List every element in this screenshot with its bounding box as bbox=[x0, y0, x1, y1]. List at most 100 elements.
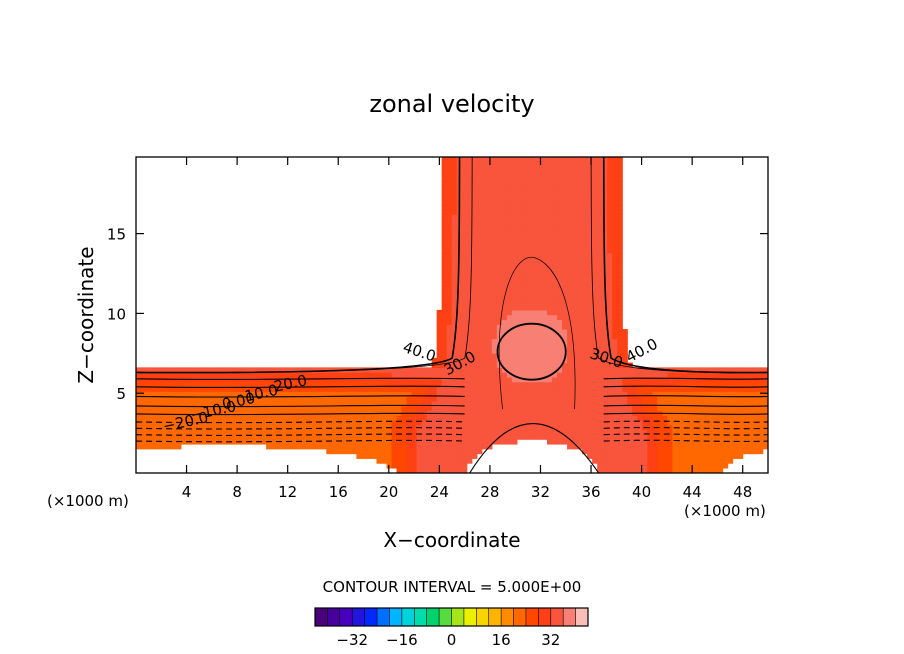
contour-fill-cell bbox=[351, 434, 357, 440]
contour-fill-cell bbox=[582, 362, 588, 368]
contour-fill-cell bbox=[702, 420, 709, 426]
contour-fill-cell bbox=[516, 218, 523, 225]
contour-fill-cell bbox=[411, 434, 418, 440]
contour-fill-cell bbox=[476, 367, 483, 373]
contour-fill-cell bbox=[195, 372, 202, 378]
contour-fill-cell bbox=[326, 424, 332, 431]
contour-fill-cell bbox=[521, 314, 528, 321]
contour-fill-cell bbox=[567, 391, 573, 397]
contour-fill-cell bbox=[170, 415, 177, 421]
contour-fill-cell bbox=[160, 381, 167, 388]
contour-fill-cell bbox=[421, 415, 428, 421]
contour-fill-cell bbox=[501, 338, 508, 345]
contour-fill-cell bbox=[597, 376, 603, 383]
contour-fill-cell bbox=[747, 372, 754, 378]
contour-fill-cell bbox=[276, 367, 282, 373]
contour-fill-cell bbox=[592, 262, 598, 268]
contour-fill-cell bbox=[562, 324, 568, 330]
contour-fill-cell bbox=[617, 453, 623, 459]
contour-fill-cell bbox=[326, 434, 332, 440]
contour-fill-cell bbox=[572, 238, 578, 244]
contour-fill-cell bbox=[301, 386, 307, 392]
contour-fill-cell bbox=[326, 448, 332, 455]
contour-fill-cell bbox=[281, 386, 287, 392]
contour-fill-cell bbox=[481, 429, 488, 435]
contour-fill-cell bbox=[451, 257, 458, 263]
contour-fill-cell bbox=[697, 467, 704, 473]
contour-fill-cell bbox=[577, 233, 583, 239]
contour-fill-cell bbox=[577, 429, 583, 435]
contour-fill-cell bbox=[506, 285, 513, 292]
contour-fill-cell bbox=[516, 348, 523, 354]
contour-fill-cell bbox=[486, 410, 493, 416]
contour-fill-cell bbox=[582, 204, 588, 210]
contour-fill-cell bbox=[446, 305, 453, 311]
contour-fill-cell bbox=[742, 372, 749, 378]
contour-fill-cell bbox=[607, 290, 613, 297]
contour-fill-cell bbox=[441, 223, 448, 230]
contour-fill-cell bbox=[572, 305, 578, 311]
contour-fill-cell bbox=[587, 338, 593, 345]
contour-fill-cell bbox=[526, 233, 533, 239]
contour-fill-cell bbox=[526, 420, 533, 426]
contour-fill-cell bbox=[572, 300, 578, 306]
contour-fill-cell bbox=[471, 271, 478, 277]
contour-fill-cell bbox=[562, 252, 568, 258]
contour-fill-cell bbox=[597, 338, 603, 345]
contour-fill-cell bbox=[386, 381, 393, 388]
contour-fill-cell bbox=[557, 228, 563, 234]
contour-fill-cell bbox=[471, 420, 478, 426]
contour-fill-cell bbox=[210, 424, 217, 431]
contour-fill-cell bbox=[416, 453, 423, 459]
contour-fill-cell bbox=[607, 410, 613, 416]
contour-fill-cell bbox=[371, 424, 378, 431]
contour-fill-cell bbox=[592, 257, 598, 263]
contour-fill-cell bbox=[637, 367, 643, 373]
contour-fill-cell bbox=[667, 463, 673, 469]
contour-fill-cell bbox=[291, 429, 297, 435]
contour-fill-cell bbox=[567, 443, 573, 450]
contour-fill-cell bbox=[642, 391, 648, 397]
contour-fill-cell bbox=[677, 434, 684, 440]
contour-fill-cell bbox=[436, 314, 443, 321]
contour-fill-cell bbox=[446, 281, 453, 287]
contour-fill-cell bbox=[371, 443, 378, 450]
contour-fill-cell bbox=[582, 262, 588, 268]
contour-fill-cell bbox=[306, 439, 312, 445]
contour-fill-cell bbox=[386, 429, 393, 435]
contour-fill-cell bbox=[587, 204, 593, 210]
contour-fill-cell bbox=[617, 209, 623, 215]
contour-fill-cell bbox=[697, 448, 704, 455]
contour-fill-cell bbox=[647, 453, 653, 459]
contour-fill-cell bbox=[592, 448, 598, 455]
contour-fill-cell bbox=[562, 290, 568, 297]
contour-fill-cell bbox=[592, 238, 598, 244]
contour-fill-cell bbox=[456, 271, 463, 277]
contour-fill-cell bbox=[617, 214, 623, 220]
contour-fill-cell bbox=[155, 410, 162, 416]
contour-fill-cell bbox=[531, 424, 538, 431]
contour-fill-cell bbox=[291, 434, 297, 440]
contour-fill-cell bbox=[637, 439, 643, 445]
contour-fill-cell bbox=[531, 319, 538, 325]
contour-fill-cell bbox=[747, 434, 754, 440]
contour-fill-cell bbox=[456, 420, 463, 426]
contour-fill-cell bbox=[341, 429, 347, 435]
contour-fill-cell bbox=[441, 372, 448, 378]
contour-fill-cell bbox=[687, 391, 694, 397]
contour-fill-cell bbox=[597, 415, 603, 421]
contour-fill-cell bbox=[381, 400, 388, 407]
contour-fill-cell bbox=[521, 348, 528, 354]
contour-fill-cell bbox=[667, 405, 673, 412]
contour-fill-cell bbox=[541, 180, 548, 187]
contour-fill-cell bbox=[496, 195, 503, 201]
contour-fill-cell bbox=[356, 434, 363, 440]
contour-fill-cell bbox=[386, 443, 393, 450]
contour-fill-cell bbox=[346, 429, 352, 435]
contour-fill-cell bbox=[451, 448, 458, 455]
contour-fill-cell bbox=[662, 443, 668, 450]
contour-fill-cell bbox=[471, 381, 478, 388]
contour-fill-cell bbox=[476, 185, 483, 191]
contour-fill-cell bbox=[712, 405, 719, 412]
contour-fill-cell bbox=[346, 434, 352, 440]
